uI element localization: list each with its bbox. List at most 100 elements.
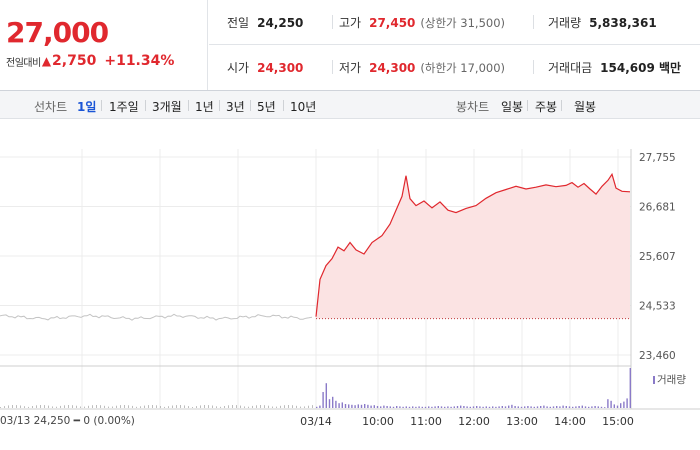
volume-bar — [380, 406, 382, 408]
prev-volume-bar — [256, 405, 257, 408]
volume-bar — [616, 405, 619, 408]
volume-bar — [536, 406, 539, 408]
volume-bar — [572, 406, 574, 408]
volume-bar — [613, 404, 615, 408]
prev-volume-bar — [240, 405, 241, 408]
volume-bar — [466, 406, 468, 408]
tab-monthly-candle[interactable]: 월봉 — [574, 100, 597, 114]
x-tick-label: 12:00 — [458, 415, 490, 428]
volume-bar — [495, 406, 497, 408]
volume-bar — [450, 406, 452, 408]
change-value: 2,750 — [52, 53, 97, 69]
prev-volume-bar — [308, 405, 309, 408]
prev-close-value: 24,250 — [257, 15, 304, 30]
tab-1day[interactable]: 1일 — [77, 100, 97, 114]
volume-bar — [428, 406, 430, 408]
volume-bar — [421, 406, 423, 408]
prev-volume-bar — [192, 407, 193, 408]
prev-volume-bar — [72, 405, 73, 408]
prev-close-stat: 전일 24,250 — [227, 0, 303, 45]
volume-bar — [568, 406, 571, 408]
prev-close-label: 전일 — [227, 16, 250, 30]
prev-volume-bar — [56, 406, 57, 408]
prev-volume-bar — [104, 405, 105, 408]
prev-volume-bar — [296, 405, 297, 408]
x-tick-label: 15:00 — [602, 415, 634, 428]
volume-bar — [520, 406, 523, 408]
volume-bar — [332, 396, 334, 408]
volume-bar — [341, 402, 343, 408]
line-chart-label: 선차트 — [34, 100, 68, 114]
tab-5years[interactable]: 5년 — [257, 100, 276, 114]
prev-volume-bar — [156, 405, 157, 408]
divider — [145, 100, 146, 111]
volume-bar — [412, 406, 414, 408]
today-price-line — [315, 172, 631, 317]
prev-volume-bar — [84, 406, 85, 408]
prev-volume-bar — [16, 405, 17, 408]
trade-value-stat: 거래대금 154,609 백만 — [548, 45, 681, 90]
divider — [101, 100, 102, 111]
y-tick-label: 23,460 — [639, 350, 676, 362]
tab-1week[interactable]: 1주일 — [109, 100, 139, 114]
prev-volume-bar — [304, 406, 305, 408]
prev-volume-bar — [232, 405, 233, 408]
prev-volume-bar — [204, 405, 205, 408]
prev-volume-bar — [0, 407, 1, 408]
volume-bar — [424, 406, 427, 408]
tab-3months[interactable]: 3개월 — [152, 100, 182, 114]
prev-volume-bar — [48, 405, 49, 408]
volume-bar — [559, 406, 561, 408]
prev-volume-bar — [68, 405, 69, 408]
prev-volume-bar — [176, 405, 177, 408]
x-axis-ticks: 03/14 10:00 11:00 12:00 13:00 14:00 15:00 — [300, 415, 634, 428]
y-tick-label: 25,607 — [639, 251, 676, 263]
prev-volume-bar — [236, 405, 237, 408]
volume-bar — [322, 392, 324, 408]
prev-volume-bar — [276, 406, 277, 408]
lower-limit: (하한가 17,000) — [420, 60, 506, 75]
volume-bar — [600, 406, 603, 408]
y-tick-label: 27,755 — [639, 152, 676, 164]
prev-day-summary: 03/13 24,250 ━ 0 (0.00%) — [0, 415, 135, 427]
divider — [219, 100, 220, 111]
volume-bar — [469, 406, 471, 408]
volume-bar — [514, 406, 516, 408]
change-label: 전일대비 — [6, 57, 41, 69]
prev-volume-bar — [28, 406, 29, 408]
prev-volume-bar — [100, 405, 101, 408]
volume-bar — [479, 406, 481, 408]
volume-bar — [552, 406, 555, 408]
tab-daily-candle[interactable]: 일봉 — [501, 100, 524, 114]
volume-bar — [556, 406, 558, 408]
prev-volume-bar — [292, 405, 293, 408]
y-tick-label: 26,681 — [639, 202, 676, 214]
high-label: 고가 — [339, 16, 362, 30]
prev-volume-bar — [32, 406, 33, 408]
volume-bar — [565, 406, 567, 408]
prev-volume-bar — [160, 406, 161, 408]
tab-10years[interactable]: 10년 — [290, 100, 317, 114]
volume-bar — [575, 406, 577, 408]
volume-bar — [392, 406, 395, 408]
prev-volume-bar — [12, 405, 13, 408]
prev-volume-bar — [212, 405, 213, 408]
x-tick-label: 11:00 — [410, 415, 442, 428]
tab-weekly-candle[interactable]: 주봉 — [535, 100, 558, 114]
tab-3years[interactable]: 3년 — [226, 100, 245, 114]
prev-volume-bar — [264, 405, 265, 408]
volume-bar — [524, 406, 526, 408]
tab-1year[interactable]: 1년 — [195, 100, 214, 114]
prev-volume-bar — [280, 405, 281, 408]
prev-volume-bar — [92, 405, 93, 408]
low-value: 24,300 — [369, 60, 416, 75]
volume-bar — [396, 406, 398, 408]
low-label: 저가 — [339, 61, 362, 75]
prev-volume-bar — [200, 405, 201, 408]
volume-bar — [501, 406, 503, 408]
volume-bar — [485, 406, 487, 408]
volume-bar — [604, 407, 606, 408]
volume-bar — [335, 400, 337, 408]
trade-value-label: 거래대금 — [548, 61, 593, 75]
prev-volume-bar — [184, 405, 185, 408]
